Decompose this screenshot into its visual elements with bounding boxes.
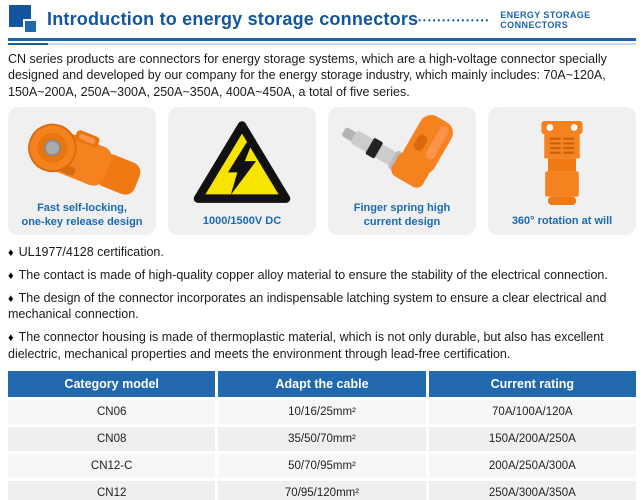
page-title: Introduction to energy storage connector…: [47, 9, 419, 29]
high-voltage-warning-triangle-icon: [172, 112, 312, 215]
feature-caption: 1000/1500V DC: [202, 215, 282, 227]
table-cell: 200A/250A/300A: [428, 454, 636, 478]
bullet-list: ♦ UL1977/4128 certification. ♦ The contact…: [8, 244, 636, 363]
pin-connector-image: [332, 112, 472, 202]
table-header-cell: Adapt the cable: [218, 371, 426, 397]
feature-cards-row: Fast self-locking, one-key release desig…: [8, 106, 636, 235]
table-header-cell: Category model: [8, 371, 216, 397]
feature-card-finger-spring: Finger spring high current design: [328, 106, 476, 235]
feature-caption: Finger spring high current design: [353, 201, 451, 228]
feature-card-rotation: 360° rotation at will: [488, 106, 636, 235]
header-tagline: ENERGY STORAGE CONNECTORS: [500, 9, 591, 30]
table-cell: 70A/100A/120A: [428, 400, 636, 424]
page-header: Introduction to energy storage connector…: [8, 5, 636, 41]
bullet-item: ♦ The design of the connector incorporate…: [8, 290, 636, 324]
table-cell: CN08: [8, 427, 216, 451]
intro-paragraph: CN series products are connectors for en…: [8, 52, 607, 99]
bullet-text: The connector housing is made of thermop…: [8, 330, 604, 362]
diamond-bullet-icon: ♦: [8, 292, 14, 305]
angled-connector-image: [12, 112, 152, 202]
feature-caption: 360° rotation at will: [511, 215, 613, 227]
header-right: ••••••••••••••• ENERGY STORAGE CONNECTOR…: [418, 10, 636, 30]
feature-caption: Fast self-locking, one-key release desig…: [21, 201, 143, 228]
bullet-text: The design of the connector incorporates…: [8, 290, 607, 322]
feature-card-self-locking: Fast self-locking, one-key release desig…: [8, 106, 156, 235]
bullet-text: UL1977/4128 certification.: [18, 244, 164, 259]
bullet-item: ♦ UL1977/4128 certification.: [8, 244, 636, 261]
diamond-bullet-icon: ♦: [8, 332, 14, 345]
table-header-cell: Current rating: [428, 371, 636, 397]
feature-card-voltage: 1000/1500V DC: [168, 106, 316, 235]
diamond-bullet-icon: ♦: [8, 246, 14, 259]
table-cell: 10/16/25mm²: [218, 400, 426, 424]
diamond-bullet-icon: ♦: [8, 269, 14, 282]
bullet-text: The contact is made of high-quality copp…: [18, 267, 608, 282]
header-sub-divider: [8, 43, 636, 45]
table-cell: CN06: [8, 400, 216, 424]
table-cell: CN12-C: [8, 454, 216, 478]
table-cell: 150A/200A/250A: [428, 427, 636, 451]
vertical-connector-image: [492, 112, 632, 215]
table-cell: 50/70/95mm²: [218, 454, 426, 478]
table-cell: 70/95/120mm²: [218, 481, 426, 500]
bullet-item: ♦ The contact is made of high-quality cop…: [8, 267, 636, 284]
logo-squares-icon: [8, 5, 38, 34]
dotted-separator: •••••••••••••••: [418, 16, 491, 25]
table-cell: CN12: [8, 481, 216, 500]
table-cell: 35/50/70mm²: [218, 427, 426, 451]
spec-table: Category model Adapt the cable Current r…: [8, 371, 636, 500]
bullet-item: ♦ The connector housing is made of thermo…: [8, 329, 636, 363]
table-cell: 250A/300A/350A: [428, 481, 636, 500]
